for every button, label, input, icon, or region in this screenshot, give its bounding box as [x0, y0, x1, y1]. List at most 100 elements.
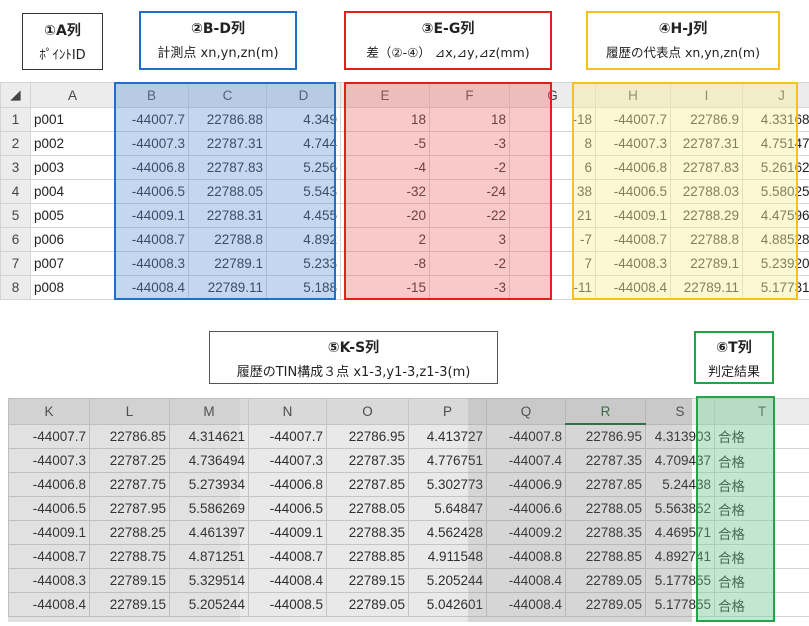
row-header[interactable]: 8 [0, 275, 31, 300]
cell-n[interactable]: -44008.4 [248, 568, 327, 593]
cell-o[interactable]: 22787.35 [326, 448, 409, 473]
cell-p[interactable]: 4.911548 [408, 544, 487, 569]
row-header[interactable]: 3 [0, 155, 31, 180]
column-header-h[interactable]: H [595, 82, 671, 108]
cell-n[interactable]: -44007.3 [248, 448, 327, 473]
cell-p[interactable]: 5.042601 [408, 592, 487, 617]
cell-f[interactable]: -3 [429, 275, 510, 300]
cell-a[interactable]: p005 [30, 203, 115, 228]
cell-o[interactable]: 22788.35 [326, 520, 409, 545]
cell-q[interactable]: -44006.9 [486, 472, 566, 497]
row-header[interactable]: 2 [0, 131, 31, 156]
cell-c[interactable]: 22788.31 [188, 203, 267, 228]
cell-g[interactable]: 7 [509, 251, 596, 276]
cell-h[interactable]: -44006.8 [595, 155, 671, 180]
column-header-e[interactable]: E [340, 82, 430, 108]
column-header-q[interactable]: Q [486, 398, 566, 425]
cell-a[interactable]: p003 [30, 155, 115, 180]
cell-e[interactable]: -5 [340, 131, 430, 156]
cell-m[interactable]: 4.871251 [169, 544, 249, 569]
cell-l[interactable]: 22788.25 [89, 520, 170, 545]
cell-b[interactable]: -44007.3 [114, 131, 189, 156]
cell-q[interactable]: -44008.4 [486, 568, 566, 593]
column-header-b[interactable]: B [114, 82, 189, 108]
cell-l[interactable]: 22788.75 [89, 544, 170, 569]
cell-l[interactable]: 22787.25 [89, 448, 170, 473]
cell-n[interactable]: -44007.7 [248, 423, 327, 449]
cell-c[interactable]: 22787.31 [188, 131, 267, 156]
cell-k[interactable]: -44008.3 [8, 568, 90, 593]
cell-b[interactable]: -44006.8 [114, 155, 189, 180]
cell-i[interactable]: 22788.29 [670, 203, 743, 228]
column-header-f[interactable]: F [429, 82, 510, 108]
cell-t[interactable]: 合格 [714, 520, 809, 545]
cell-p[interactable]: 4.776751 [408, 448, 487, 473]
cell-b[interactable]: -44007.7 [114, 107, 189, 132]
cell-p[interactable]: 5.302773 [408, 472, 487, 497]
cell-t[interactable]: 合格 [714, 472, 809, 497]
cell-o[interactable]: 22789.15 [326, 568, 409, 593]
column-header-t[interactable]: T [714, 398, 809, 425]
cell-a[interactable]: p007 [30, 251, 115, 276]
cell-h[interactable]: -44007.3 [595, 131, 671, 156]
cell-r[interactable]: 22789.05 [565, 592, 646, 617]
cell-c[interactable]: 22788.8 [188, 227, 267, 252]
column-header-o[interactable]: O [326, 398, 409, 425]
cell-m[interactable]: 5.273934 [169, 472, 249, 497]
cell-b[interactable]: -44008.3 [114, 251, 189, 276]
cell-r[interactable]: 22787.85 [565, 472, 646, 497]
cell-a[interactable]: p001 [30, 107, 115, 132]
cell-i[interactable]: 22787.31 [670, 131, 743, 156]
cell-g[interactable]: -18 [509, 107, 596, 132]
cell-q[interactable]: -44008.4 [486, 592, 566, 617]
column-header-l[interactable]: L [89, 398, 170, 425]
cell-d[interactable]: 4.349 [266, 107, 341, 132]
cell-e[interactable]: 2 [340, 227, 430, 252]
cell-t[interactable]: 合格 [714, 544, 809, 569]
column-header-m[interactable]: M [169, 398, 249, 425]
cell-p[interactable]: 4.562428 [408, 520, 487, 545]
cell-m[interactable]: 4.461397 [169, 520, 249, 545]
cell-d[interactable]: 5.543 [266, 179, 341, 204]
cell-s[interactable]: 5.24438 [645, 472, 715, 497]
cell-l[interactable]: 22789.15 [89, 592, 170, 617]
cell-g[interactable]: 6 [509, 155, 596, 180]
cell-q[interactable]: -44008.8 [486, 544, 566, 569]
cell-r[interactable]: 22786.95 [565, 423, 646, 449]
cell-h[interactable]: -44006.5 [595, 179, 671, 204]
cell-r[interactable]: 22788.35 [565, 520, 646, 545]
cell-p[interactable]: 5.64847 [408, 496, 487, 521]
cell-r[interactable]: 22788.85 [565, 544, 646, 569]
cell-f[interactable]: -24 [429, 179, 510, 204]
cell-c[interactable]: 22788.05 [188, 179, 267, 204]
cell-k[interactable]: -44008.4 [8, 592, 90, 617]
cell-c[interactable]: 22789.11 [188, 275, 267, 300]
cell-m[interactable]: 5.205244 [169, 592, 249, 617]
cell-l[interactable]: 22786.85 [89, 423, 170, 449]
column-header-d[interactable]: D [266, 82, 341, 108]
cell-o[interactable]: 22787.85 [326, 472, 409, 497]
row-header[interactable]: 7 [0, 251, 31, 276]
column-header-r[interactable]: R [565, 398, 646, 425]
cell-g[interactable]: 38 [509, 179, 596, 204]
row-header[interactable]: 5 [0, 203, 31, 228]
cell-p[interactable]: 4.413727 [408, 423, 487, 449]
column-header-k[interactable]: K [8, 398, 90, 425]
cell-a[interactable]: p006 [30, 227, 115, 252]
cell-l[interactable]: 22787.95 [89, 496, 170, 521]
cell-a[interactable]: p002 [30, 131, 115, 156]
cell-t[interactable]: 合格 [714, 592, 809, 617]
cell-k[interactable]: -44007.7 [8, 423, 90, 449]
cell-f[interactable]: -2 [429, 251, 510, 276]
cell-m[interactable]: 4.736494 [169, 448, 249, 473]
column-header-n[interactable]: N [248, 398, 327, 425]
cell-a[interactable]: p008 [30, 275, 115, 300]
cell-d[interactable]: 4.455 [266, 203, 341, 228]
cell-q[interactable]: -44006.6 [486, 496, 566, 521]
cell-c[interactable]: 22787.83 [188, 155, 267, 180]
cell-t[interactable]: 合格 [714, 448, 809, 473]
cell-d[interactable]: 5.256 [266, 155, 341, 180]
row-header[interactable]: 6 [0, 227, 31, 252]
column-header-s[interactable]: S [645, 398, 715, 425]
row-header[interactable]: 4 [0, 179, 31, 204]
